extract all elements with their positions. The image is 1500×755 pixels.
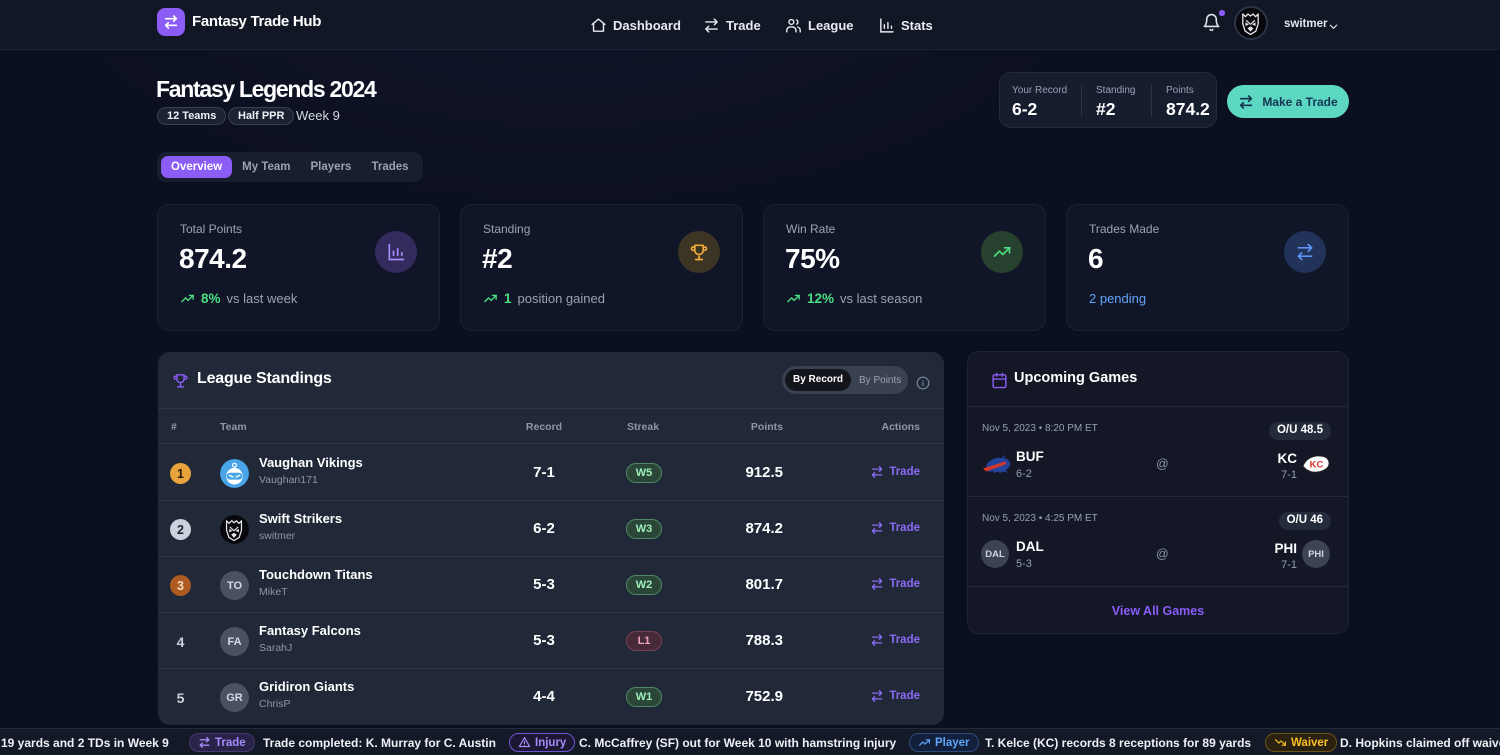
svg-text:KC: KC	[1310, 460, 1324, 471]
